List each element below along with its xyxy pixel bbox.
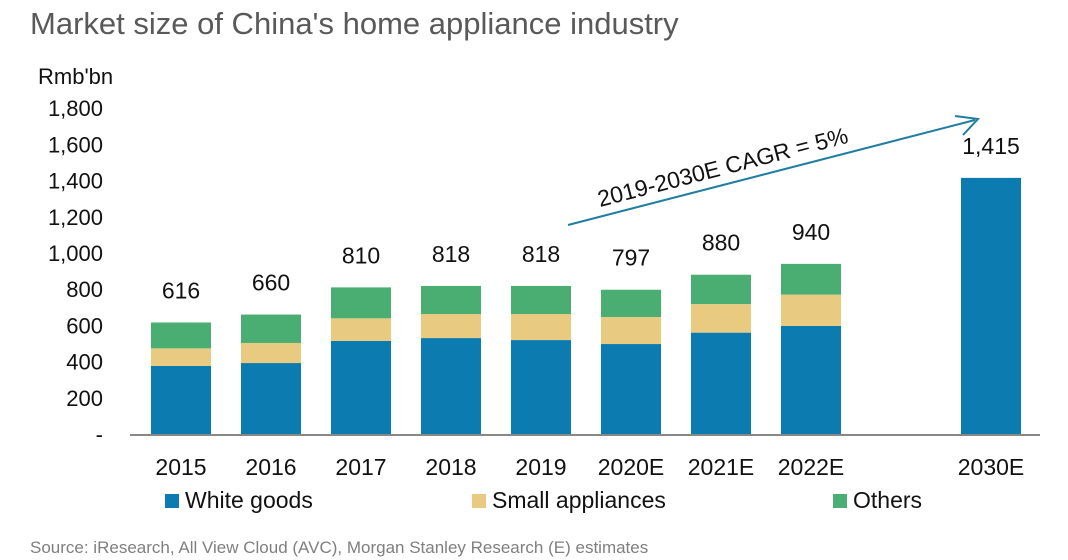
- source-note: Source: iResearch, All View Cloud (AVC),…: [30, 538, 649, 557]
- chart-title: Market size of China's home appliance in…: [30, 6, 679, 41]
- legend-label: Others: [853, 487, 923, 513]
- total-label: 660: [252, 270, 290, 296]
- bar-segment: [511, 340, 571, 434]
- legend-item-white-goods: White goods: [165, 487, 313, 514]
- bar-segment: [151, 348, 211, 366]
- total-label: 818: [522, 241, 560, 267]
- y-axis-unit: Rmb'bn: [38, 64, 114, 89]
- y-tick-label: 600: [66, 313, 103, 338]
- bar-segment: [691, 332, 751, 434]
- bar-segment: [511, 285, 571, 314]
- y-tick-label: 1,400: [48, 169, 103, 194]
- total-label: 616: [162, 278, 200, 304]
- y-tick-label: 400: [66, 350, 103, 375]
- bar-segment: [421, 285, 481, 314]
- bar-segment: [241, 314, 301, 343]
- bar-segment: [601, 289, 661, 318]
- x-tick-label: 2019: [515, 454, 566, 480]
- x-tick-label: 2015: [155, 454, 206, 480]
- x-tick-label: 2021E: [688, 454, 755, 480]
- bar-segment: [601, 317, 661, 345]
- x-tick-label: 2030E: [958, 454, 1025, 480]
- arrow-head-icon: [954, 115, 981, 136]
- bar-segment: [511, 313, 571, 341]
- total-label: 1,415: [962, 133, 1020, 159]
- bar-segment: [241, 342, 301, 364]
- bar-segment: [421, 338, 481, 434]
- bar-segment: [151, 322, 211, 349]
- total-label: 880: [702, 230, 740, 256]
- legend-item-others: Others: [833, 487, 922, 514]
- bar-segment: [781, 294, 841, 326]
- y-tick-label: 1,200: [48, 205, 103, 230]
- x-tick-label: 2020E: [598, 454, 665, 480]
- legend-swatch: [833, 493, 847, 508]
- bar-segment: [331, 318, 391, 341]
- total-label: 818: [432, 241, 470, 267]
- total-label: 810: [342, 242, 380, 268]
- legend-item-small-appliances: Small appliances: [472, 487, 666, 514]
- x-tick-label: 2017: [335, 454, 386, 480]
- legend-swatch: [472, 493, 486, 508]
- y-tick-label: -: [96, 422, 103, 447]
- x-tick-label: 2022E: [778, 454, 845, 480]
- total-label: 940: [792, 219, 830, 245]
- bar-segment: [961, 177, 1021, 434]
- legend-label: Small appliances: [492, 487, 666, 513]
- bar-segment: [241, 363, 301, 434]
- bar-segment: [691, 274, 751, 305]
- y-tick-label: 1,800: [48, 96, 103, 121]
- bar-segment: [781, 263, 841, 295]
- bar-segment: [601, 344, 661, 434]
- total-label: 797: [612, 245, 650, 271]
- bar-segment: [421, 313, 481, 339]
- y-tick-label: 1,000: [48, 241, 103, 266]
- legend-label: White goods: [185, 487, 313, 513]
- y-tick-label: 1,600: [48, 132, 103, 157]
- x-tick-label: 2016: [245, 454, 296, 480]
- x-tick-label: 2018: [425, 454, 476, 480]
- legend-swatch: [165, 493, 179, 508]
- cagr-annotation: 2019-2030E CAGR = 5%: [595, 122, 851, 212]
- cagr-arrow: [567, 119, 976, 226]
- bar-segment: [151, 365, 211, 434]
- bar-segment: [331, 340, 391, 434]
- y-tick-label: 200: [66, 386, 103, 411]
- bar-segment: [331, 287, 391, 319]
- bar-segment: [781, 325, 841, 434]
- y-tick-label: 800: [66, 277, 103, 302]
- bar-segment: [691, 304, 751, 333]
